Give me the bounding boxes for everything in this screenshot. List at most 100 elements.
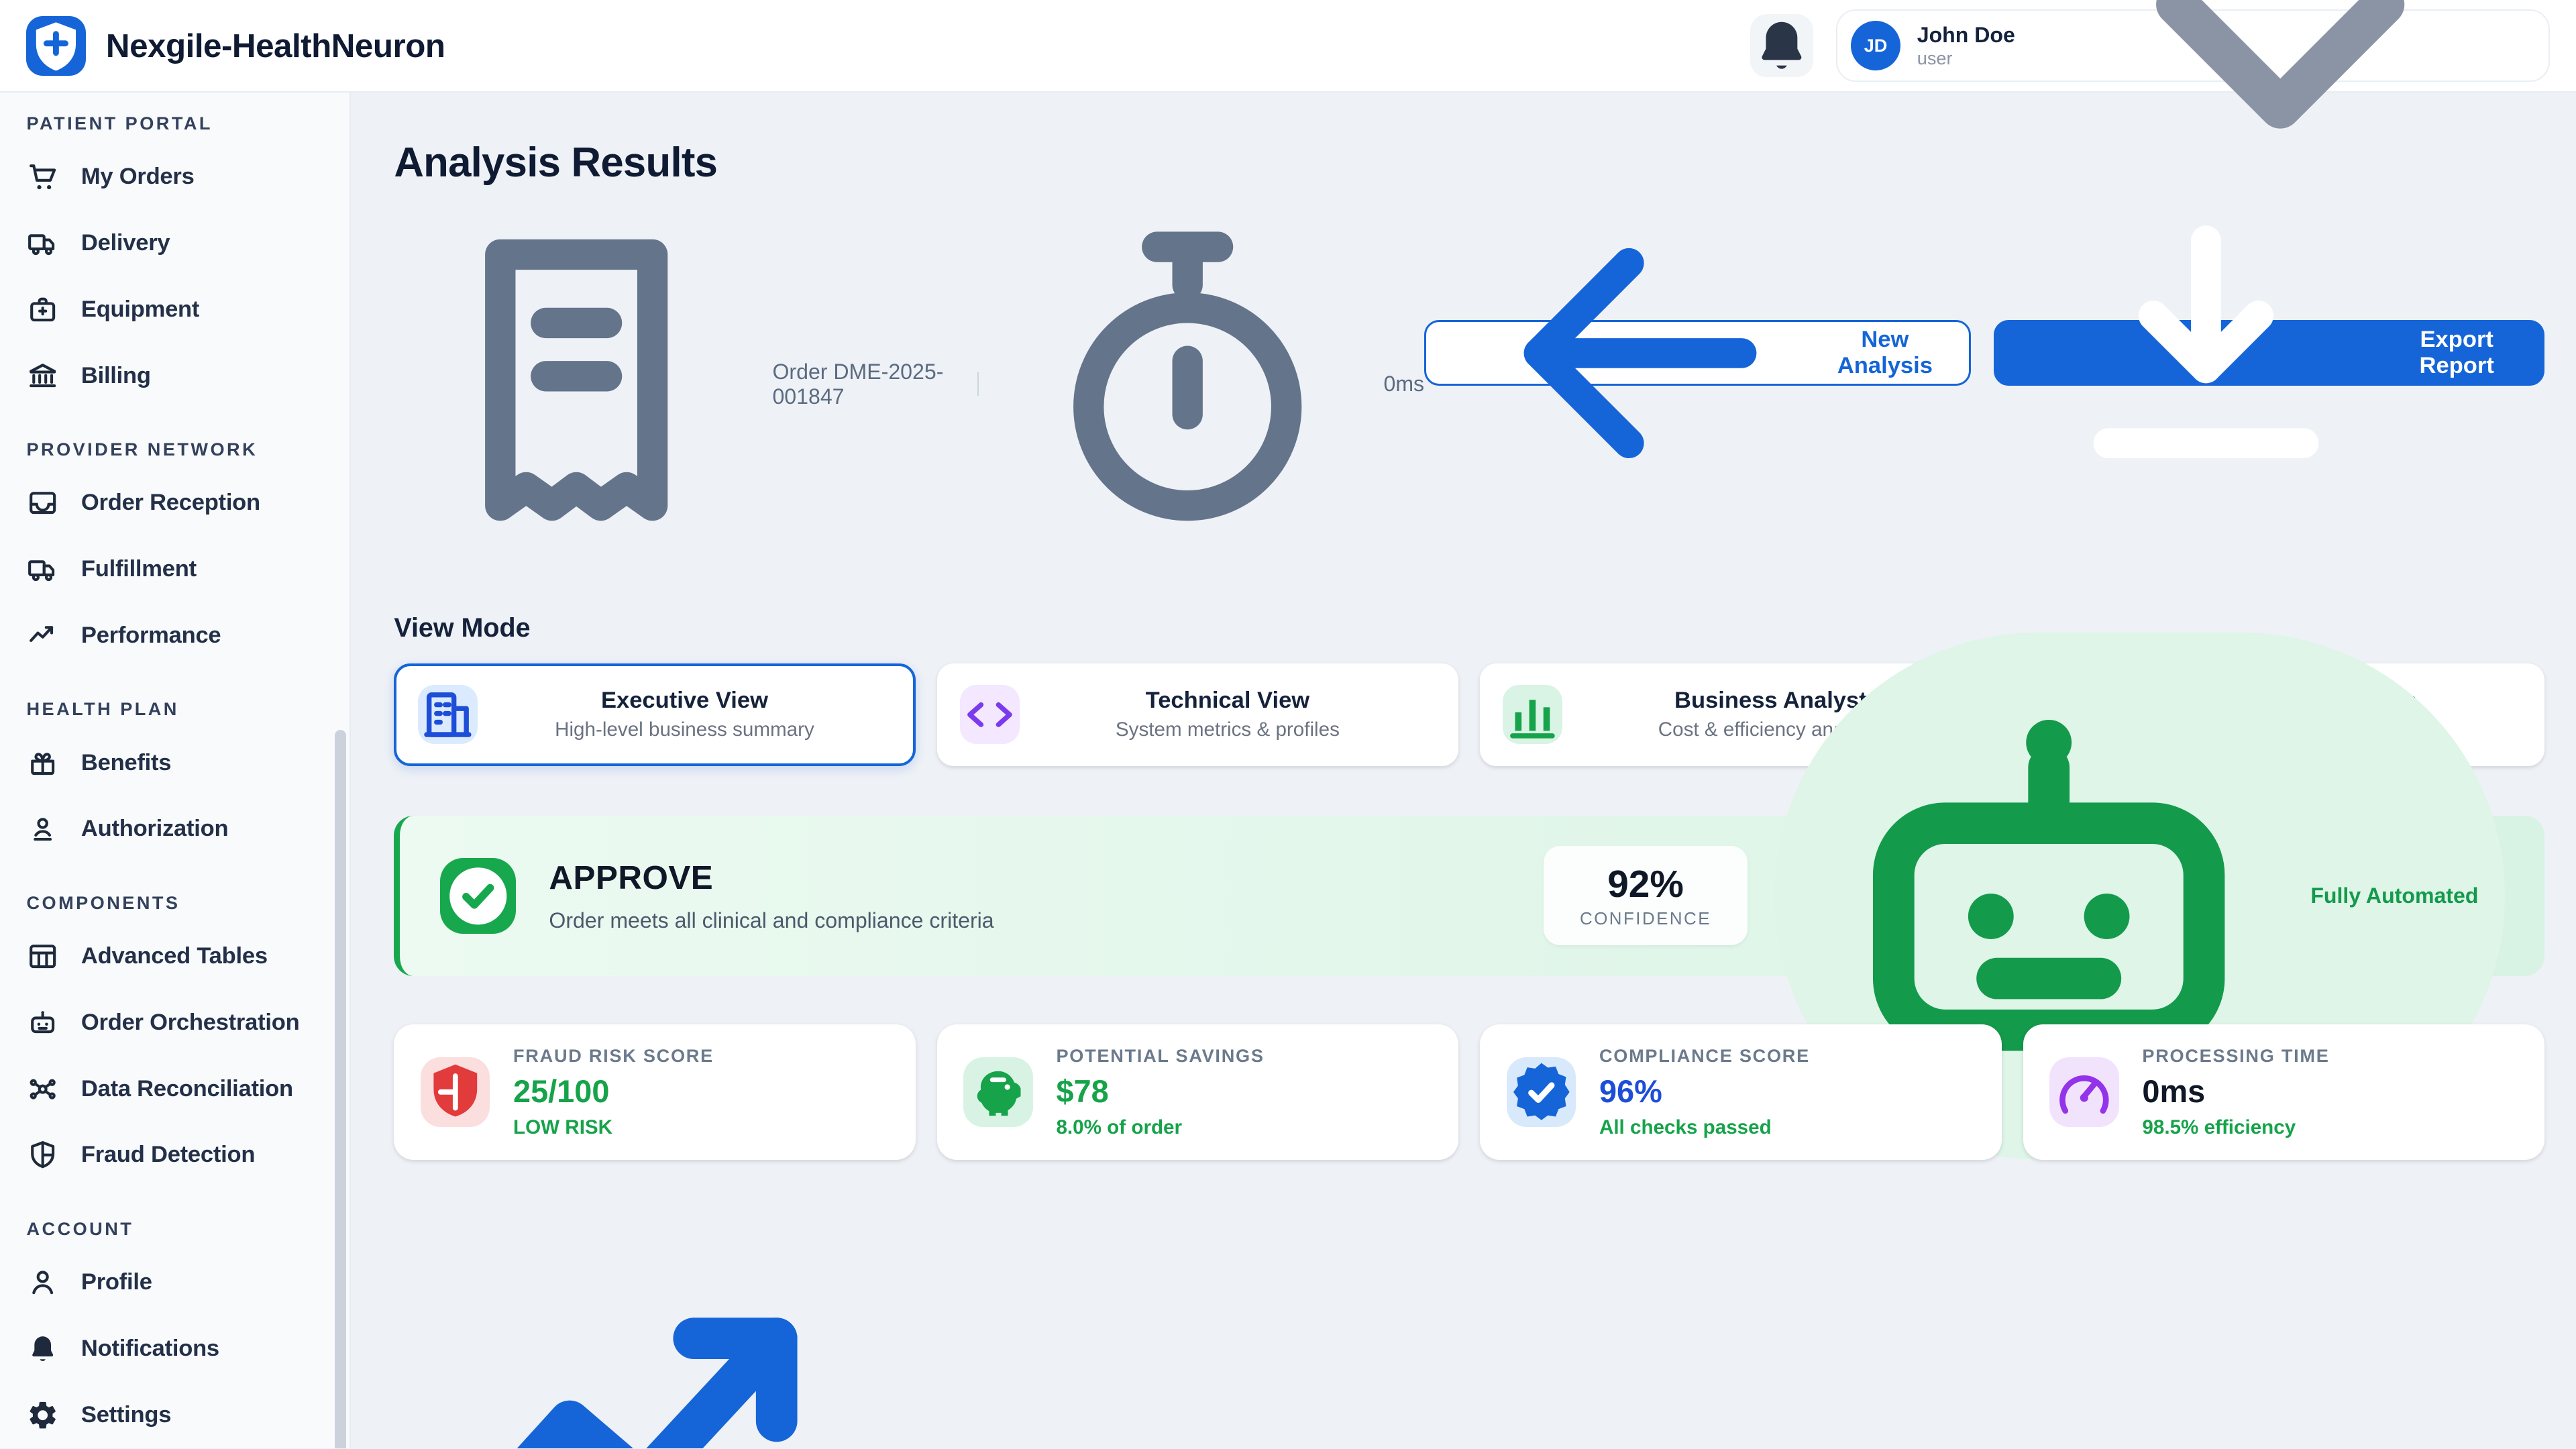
sidebar-item-notifications[interactable]: Notifications xyxy=(0,1316,350,1382)
sidebar-item-data-reconciliation[interactable]: Data Reconciliation xyxy=(0,1056,350,1122)
sidebar-item-billing[interactable]: Billing xyxy=(0,343,350,409)
metric-value: 25/100 xyxy=(513,1073,610,1109)
new-analysis-button[interactable]: New Analysis xyxy=(1424,248,1971,458)
elapsed-time: 0ms xyxy=(1383,372,1425,396)
metric-card-potential-savings: POTENTIAL SAVINGS $78 8.0% of order xyxy=(936,1024,1459,1160)
sidebar-section-account: ACCOUNT Profile Notifications Settings xyxy=(0,1218,350,1448)
metric-note: All checks passed xyxy=(1599,1116,1772,1138)
gauge-icon xyxy=(2049,1057,2119,1127)
sidebar-item-order-reception[interactable]: Order Reception xyxy=(0,470,350,537)
view-card-title: Technical View xyxy=(1145,687,1310,713)
metric-card-compliance-score: COMPLIANCE SCORE 96% All checks passed xyxy=(1480,1024,2002,1160)
meta-divider xyxy=(977,372,979,396)
sidebar-item-benefits[interactable]: Benefits xyxy=(0,730,350,796)
sidebar-item-delivery[interactable]: Delivery xyxy=(0,210,350,276)
sidebar-item-equipment[interactable]: Equipment xyxy=(0,276,350,343)
person-badge-icon xyxy=(26,812,59,845)
sidebar-item-label: Advanced Tables xyxy=(80,943,268,969)
metric-value: 0ms xyxy=(2142,1073,2206,1109)
sidebar-item-authorization[interactable]: Authorization xyxy=(0,796,350,863)
sidebar-item-label: My Orders xyxy=(80,164,195,190)
sidebar-item-label: Equipment xyxy=(80,296,200,322)
new-analysis-label: New Analysis xyxy=(1837,327,1933,379)
sidebar-item-settings[interactable]: Settings xyxy=(0,1382,350,1448)
receipt-icon xyxy=(394,201,759,566)
export-report-button[interactable]: Export Report xyxy=(1994,225,2545,458)
metric-note: LOW RISK xyxy=(513,1116,613,1138)
bell-icon xyxy=(1750,14,1813,77)
view-card-title: Business Analyst xyxy=(1674,687,1867,713)
person-icon xyxy=(26,1266,59,1299)
shield-plus-icon xyxy=(26,16,86,76)
sidebar-item-label: Order Orchestration xyxy=(80,1010,300,1036)
sidebar-item-order-orchestration[interactable]: Order Orchestration xyxy=(0,989,350,1056)
confidence-box: 92% CONFIDENCE xyxy=(1543,846,1748,946)
business-impact-heading: Business Impact xyxy=(907,1447,1130,1449)
sidebar-item-label: Notifications xyxy=(80,1336,219,1362)
main-content: Analysis Results Order DME-2025-001847 0… xyxy=(351,93,2576,1449)
sidebar-item-profile[interactable]: Profile xyxy=(0,1250,350,1316)
approve-check-icon xyxy=(439,857,517,934)
view-card-executive-view[interactable]: Executive View High-level business summar… xyxy=(394,663,916,766)
page-title: Analysis Results xyxy=(394,140,718,186)
avatar: JD xyxy=(1851,21,1901,71)
confidence-value: 92% xyxy=(1607,863,1684,906)
notifications-button[interactable] xyxy=(1750,14,1813,77)
metric-card-processing-time: PROCESSING TIME 0ms 98.5% efficiency xyxy=(2023,1024,2545,1160)
view-card-subtitle: System metrics & profiles xyxy=(1115,718,1340,741)
sidebar-item-label: Order Reception xyxy=(80,490,260,516)
view-card-text: Technical View System metrics & profiles xyxy=(1020,688,1436,741)
metric-text: FRAUD RISK SCORE 25/100 LOW RISK xyxy=(513,1045,714,1139)
user-role: user xyxy=(1917,47,1953,68)
sidebar-item-label: Data Reconciliation xyxy=(80,1075,293,1102)
truck-icon xyxy=(26,227,59,260)
sidebar-section-title: HEALTH PLAN xyxy=(26,698,179,720)
view-mode-heading: View Mode xyxy=(394,612,531,643)
metric-label: FRAUD RISK SCORE xyxy=(513,1044,714,1066)
metric-card-fraud-risk-score: FRAUD RISK SCORE 25/100 LOW RISK xyxy=(394,1024,916,1160)
sidebar-section-title: ACCOUNT xyxy=(26,1218,134,1239)
view-card-technical-view[interactable]: Technical View System metrics & profiles xyxy=(936,663,1459,766)
truck-icon xyxy=(26,553,59,586)
cart-icon xyxy=(26,160,59,193)
medbag-icon xyxy=(26,293,59,326)
bars-icon xyxy=(1503,684,1563,745)
metric-note: 98.5% efficiency xyxy=(2142,1116,2296,1138)
metric-label: PROCESSING TIME xyxy=(2142,1044,2330,1066)
sidebar-item-performance[interactable]: Performance xyxy=(0,602,350,669)
sidebar-item-advanced-tables[interactable]: Advanced Tables xyxy=(0,924,350,990)
arrow-left-icon xyxy=(1456,173,1817,533)
hub-icon xyxy=(26,1073,59,1106)
sidebar-item-fraud-detection[interactable]: Fraud Detection xyxy=(0,1122,350,1189)
sidebar-item-label: Profile xyxy=(80,1269,152,1295)
sidebar-section-components: COMPONENTS Advanced Tables Order Orchestra… xyxy=(0,892,350,1189)
sidebar-section-title: PATIENT PORTAL xyxy=(26,112,213,133)
gift-icon xyxy=(26,747,59,780)
inbox-icon xyxy=(26,486,59,519)
trend-icon xyxy=(26,619,59,652)
sidebar-scrollbar[interactable] xyxy=(335,730,347,1449)
sidebar-item-fulfillment[interactable]: Fulfillment xyxy=(0,536,350,602)
view-card-text: Executive View High-level business summar… xyxy=(478,688,891,741)
sidebar-item-my-orders[interactable]: My Orders xyxy=(0,144,350,211)
sidebar-item-label: Settings xyxy=(80,1401,172,1428)
sidebar-item-label: Benefits xyxy=(80,749,172,775)
metric-value: $78 xyxy=(1056,1073,1109,1109)
sidebar-item-label: Delivery xyxy=(80,230,170,256)
stopwatch-icon xyxy=(1005,201,1370,566)
sidebar-section-patient-portal: PATIENT PORTAL My Orders Delivery Equipment… xyxy=(0,113,350,409)
code-icon xyxy=(959,684,1020,745)
app-title: Nexgile-HealthNeuron xyxy=(105,27,445,64)
metric-text: PROCESSING TIME 0ms 98.5% efficiency xyxy=(2142,1045,2329,1139)
order-meta: Order DME-2025-001847 0ms xyxy=(394,201,1424,566)
automation-badge-label: Fully Automated xyxy=(2310,883,2479,908)
user-menu[interactable]: JD John Doe user xyxy=(1836,0,2550,129)
metric-note: 8.0% of order xyxy=(1056,1116,1183,1138)
sidebar-section-title: COMPONENTS xyxy=(26,892,180,913)
table-icon xyxy=(26,940,59,973)
view-card-title: Executive View xyxy=(600,687,768,713)
top-header: Nexgile-HealthNeuron JD John Doe user xyxy=(0,0,2576,129)
sidebar: PATIENT PORTAL My Orders Delivery Equipment… xyxy=(0,93,352,1449)
sidebar-section-provider-network: PROVIDER NETWORK Order Reception Fulfillme… xyxy=(0,439,350,669)
